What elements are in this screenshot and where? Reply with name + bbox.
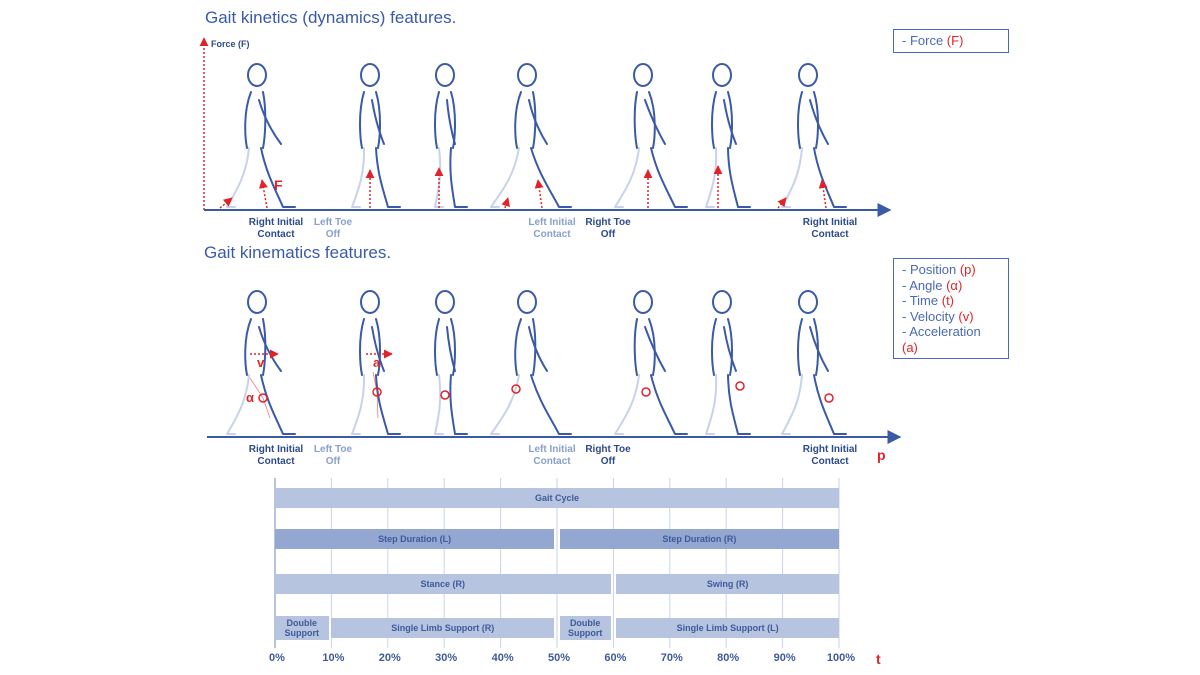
timeline-bar: Stance (R) — [275, 574, 611, 594]
legend-item: - Velocity (v) — [902, 308, 974, 324]
timeline-bar: Swing (R) — [616, 574, 839, 594]
timeline-bar: Gait Cycle — [275, 488, 839, 508]
percent-label: 100% — [826, 652, 856, 664]
kinetics-title: Gait kinetics (dynamics) features. — [205, 8, 457, 27]
phase-label: Right Initial Contact — [248, 444, 304, 467]
walking-figure — [781, 290, 847, 435]
phase-label: Right Toe Off — [585, 217, 631, 240]
timeline-bar: Step Duration (L) — [275, 529, 555, 549]
phase-label: Right Initial Contact — [248, 217, 304, 240]
percent-label: 50% — [547, 652, 571, 664]
timeline-bar: Single Limb Support (R) — [331, 618, 555, 638]
kinematics-legend: - Position (p) - Angle (α) - Time (t) - Vel… — [893, 258, 1009, 359]
legend-item: - Acceleration (a) — [902, 324, 981, 355]
timeline-bar: Double Support — [275, 616, 329, 640]
walking-figure — [351, 290, 401, 435]
force-arrows — [219, 165, 828, 209]
walking-figure — [434, 63, 468, 208]
phase-label: Right Toe Off — [585, 444, 631, 467]
percent-label: 80% — [717, 652, 740, 664]
phase-label: Right Initial Contact — [802, 217, 858, 240]
walking-figure — [614, 290, 688, 435]
phase-label: Left Toe Off — [313, 444, 353, 467]
walking-figure — [226, 63, 296, 208]
percent-label: 10% — [322, 652, 345, 664]
kinematics-title: Gait kinematics features. — [204, 243, 392, 262]
phase-label: Left Toe Off — [313, 217, 353, 240]
phase-label: Left Initial Contact — [528, 444, 576, 467]
legend-item: - Time (t) — [902, 293, 955, 308]
percent-label: 20% — [378, 652, 401, 664]
timeline-bar: Step Duration (R) — [559, 529, 839, 549]
position-axis-label: p — [877, 447, 886, 463]
kinetics-figures — [226, 63, 847, 208]
percent-label: 40% — [491, 652, 514, 664]
walking-figure — [781, 63, 847, 208]
percent-label: 60% — [604, 652, 627, 664]
walking-figure — [351, 63, 401, 208]
timeline-bar: Double Support — [559, 616, 611, 640]
percent-label: 90% — [773, 652, 796, 664]
legend-item: - Force (F) — [902, 33, 964, 48]
percent-label: 30% — [435, 652, 458, 664]
walking-figure — [705, 63, 751, 208]
phase-label: Left Initial Contact — [528, 217, 576, 240]
walking-figure — [490, 63, 572, 208]
velocity-marker: v — [257, 355, 265, 370]
time-axis-label: t — [876, 651, 881, 667]
percent-label: 0% — [269, 652, 285, 664]
walking-figure — [705, 290, 751, 435]
legend-item: - Angle (α) — [902, 277, 963, 293]
angle-marker: α — [246, 390, 254, 405]
walking-figure — [614, 63, 688, 208]
acceleration-marker: a — [373, 355, 381, 370]
walking-figure — [434, 290, 468, 435]
percent-label: 70% — [660, 652, 683, 664]
force-axis-label: Force (F) — [211, 39, 250, 49]
kinematics-markers — [249, 349, 834, 419]
walking-figure — [490, 290, 572, 435]
force-marker: F — [274, 177, 283, 193]
kinematics-figures — [226, 290, 847, 435]
kinetics-legend: - Force (F) — [893, 29, 1009, 53]
phase-label: Right Initial Contact — [802, 444, 858, 467]
timeline-bar: Single Limb Support (L) — [616, 618, 839, 638]
legend-item: - Position (p) — [902, 262, 976, 277]
